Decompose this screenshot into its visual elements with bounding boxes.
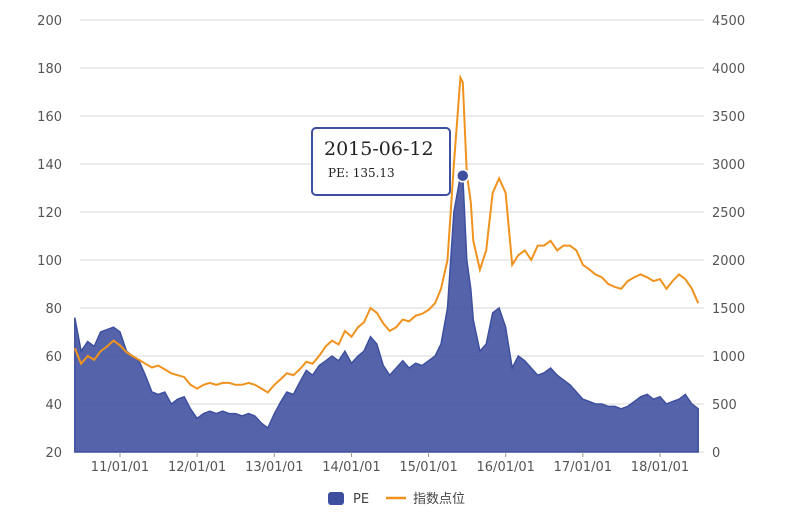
y-left-tick-label: 200 <box>37 14 62 29</box>
y-left-tick-label: 140 <box>37 158 62 173</box>
y-left-tick-label: 60 <box>45 350 62 365</box>
x-tick-label: 12/01/01 <box>168 460 226 475</box>
legend-index-label[interactable]: 指数点位 <box>413 492 465 507</box>
y-right-tick-label: 4000 <box>712 62 745 77</box>
y-left-tick-label: 120 <box>37 206 62 221</box>
y-right-tick-label: 3500 <box>712 110 745 125</box>
y-right-tick-label: 3000 <box>712 158 745 173</box>
tooltip-box <box>311 127 451 196</box>
y-right-tick-label: 2000 <box>712 254 745 269</box>
y-left-tick-label: 100 <box>37 254 62 269</box>
x-tick-label: 14/01/01 <box>322 460 380 475</box>
y-right-tick-label: 2500 <box>712 206 745 221</box>
x-tick-label: 18/01/01 <box>631 460 689 475</box>
tooltip-value: PE: 135.13 <box>328 166 395 180</box>
y-left-tick-label: 20 <box>45 446 62 461</box>
legend-pe-label[interactable]: PE <box>353 492 369 507</box>
legend-pe-swatch[interactable] <box>328 492 344 505</box>
index-line <box>73 73 700 394</box>
y-left-tick-label: 180 <box>37 62 62 77</box>
x-tick-label: 17/01/01 <box>554 460 612 475</box>
y-left-tick-label: 160 <box>37 110 62 125</box>
y-left-tick-label: 80 <box>45 302 62 317</box>
y-right-tick-label: 1000 <box>712 350 745 365</box>
y-right-tick-label: 4500 <box>712 14 745 29</box>
y-right-tick-label: 1500 <box>712 302 745 317</box>
pe-area-layer <box>74 174 699 453</box>
pe-area <box>74 174 699 453</box>
tooltip-date: 2015-06-12 <box>324 138 434 160</box>
x-tick-label: 13/01/01 <box>245 460 303 475</box>
index-line-layer <box>73 73 700 394</box>
tooltip-point-marker[interactable] <box>456 168 470 183</box>
x-tick-label: 11/01/01 <box>91 460 149 475</box>
y-right-tick-label: 0 <box>712 446 720 461</box>
tooltip: 2015-06-12 PE: 135.13 <box>311 127 470 196</box>
legend: PE 指数点位 <box>328 492 465 507</box>
x-tick-label: 15/01/01 <box>399 460 457 475</box>
x-tick-label: 16/01/01 <box>477 460 535 475</box>
y-right-tick-label: 500 <box>712 398 737 413</box>
axis-layer: 2040608010012014016018020005001000150020… <box>37 14 745 475</box>
y-left-tick-label: 40 <box>45 398 62 413</box>
